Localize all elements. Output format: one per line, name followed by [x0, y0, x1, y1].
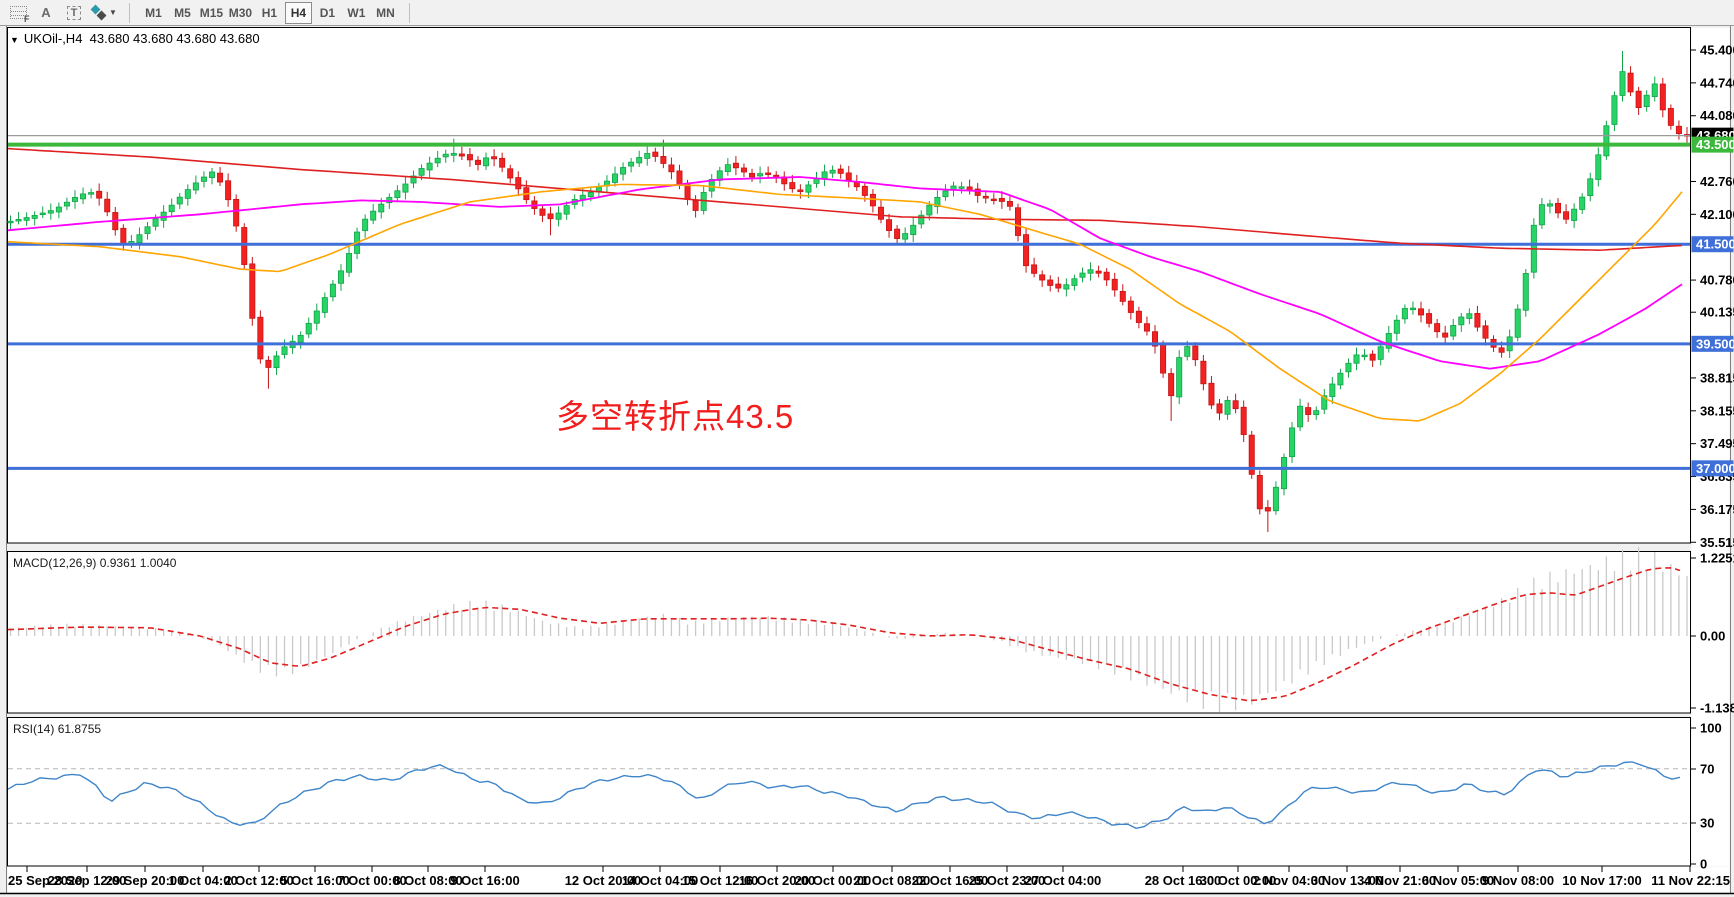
time-tick-label: 7 Oct 00:00: [337, 873, 406, 888]
object-toolbar: F A T ▼: [0, 0, 124, 26]
price-tick-label: 40.780: [1700, 273, 1734, 288]
main-chart-pane[interactable]: [7, 27, 1691, 544]
macd-histogram: [9, 547, 1688, 712]
time-tick-label: 9 Oct 16:00: [450, 873, 519, 888]
chart-title: ▼ UKOil-,H4 43.680 43.680 43.680 43.680: [10, 31, 260, 46]
macd-values: 0.9361 1.0040: [99, 556, 177, 570]
price-badge-41.500: 41.500: [1696, 237, 1734, 252]
toolbar: F A T ▼ M1 M5 M15 M30 H1 H4 D1 W1 MN: [0, 0, 1734, 26]
time-tick-label: 2 Nov 04:00: [1253, 873, 1325, 888]
time-tick-label: 29 Sep 20:00: [106, 873, 185, 888]
time-tick-label: 28 Oct 16:00: [1145, 873, 1222, 888]
time-tick-label: 8 Oct 08:00: [393, 873, 462, 888]
price-tick-label: 37.495: [1700, 436, 1734, 451]
rsi-axis-label: 100: [1700, 721, 1722, 736]
timeframe-button-M1[interactable]: M1: [145, 5, 162, 20]
price-tick-label: 40.135: [1700, 305, 1734, 320]
timeframe-button-W1[interactable]: W1: [347, 5, 366, 20]
text-box-icon: T: [66, 5, 82, 20]
macd-axis-label: 1.2251: [1700, 551, 1734, 566]
candlestick-series: [7, 50, 1690, 533]
rsi-axis-label: 0: [1700, 857, 1707, 872]
macd-indicator-label: MACD(12,26,9) 0.9361 1.0040: [13, 556, 177, 570]
price-badge-43.500: 43.500: [1696, 137, 1734, 152]
chevron-down-icon: ▼: [109, 8, 117, 17]
price-tick-label: 38.815: [1700, 370, 1734, 385]
time-tick-label: 21 Oct 08:00: [854, 873, 931, 888]
time-tick-label: 2 Oct 12:00: [224, 873, 293, 888]
time-tick-label: 15 Oct 12:00: [682, 873, 759, 888]
rsi-axis-label: 70: [1700, 762, 1714, 777]
rsi-axis-label: 30: [1700, 816, 1714, 831]
symbol-dropdown-icon[interactable]: ▼: [10, 35, 19, 45]
rsi-value: 61.8755: [57, 722, 102, 736]
toolbar-separator: [128, 2, 130, 23]
time-tick-label: 1 Oct 04:00: [168, 873, 237, 888]
price-tick-label: 44.740: [1700, 75, 1734, 90]
text-box-button[interactable]: T: [62, 2, 86, 24]
ma-magenta-line: [7, 176, 1683, 370]
time-tick-label: 27 Oct 04:00: [1025, 873, 1102, 888]
price-tick-label: 45.400: [1700, 43, 1734, 58]
timeframe-button-H4[interactable]: H4: [284, 1, 312, 24]
toolbar-separator: [408, 2, 410, 23]
timeframe-button-D1[interactable]: D1: [319, 5, 336, 20]
time-tick-label: 28 Sep 12:00: [48, 873, 127, 888]
time-tick-label: 20 Oct 00:00: [795, 873, 872, 888]
time-tick-label: 12 Oct 20:00: [565, 873, 642, 888]
timeframe-button-M30[interactable]: M30: [228, 5, 253, 20]
price-badge-37.000: 37.000: [1696, 461, 1734, 476]
time-tick-label: 25 Sep 2020: [8, 873, 82, 888]
timeframe-button-M15[interactable]: M15: [199, 5, 224, 20]
time-tick-label: 22 Oct 16:00: [912, 873, 989, 888]
time-tick-label: 4 Nov 21:00: [1364, 873, 1436, 888]
timeframe-toolbar: M1 M5 M15 M30 H1 H4 D1 W1 MN: [135, 0, 404, 26]
macd-signal-line: [7, 567, 1681, 702]
price-axis: 45.400 44.740 44.080 42.760 42.100 40.780 40.1…: [1690, 43, 1734, 550]
rsi-pane[interactable]: [7, 717, 1691, 867]
price-tick-label: 36.175: [1700, 502, 1734, 517]
macd-axis-label: 0.00: [1700, 629, 1725, 644]
price-tick-label: 35.515: [1700, 535, 1734, 550]
period-separators-button[interactable]: F: [6, 2, 30, 24]
price-tick-label: 44.080: [1700, 108, 1734, 123]
time-tick-label: 5 Oct 16:00: [280, 873, 349, 888]
time-tick-label: 16 Oct 20:00: [739, 873, 816, 888]
timeframe-button-M5[interactable]: M5: [174, 5, 191, 20]
time-tick-label: 9 Nov 08:00: [1482, 873, 1554, 888]
diamonds-icon: [90, 4, 107, 21]
macd-axis-label: -1.1383: [1700, 701, 1734, 716]
timeframe-button-H1[interactable]: H1: [261, 5, 278, 20]
price-tick-label: 42.760: [1700, 174, 1734, 189]
grid-icon: F: [9, 6, 30, 24]
price-badge-39.500: 39.500: [1696, 336, 1734, 351]
ohlc-values: 43.680 43.680 43.680 43.680: [89, 31, 260, 46]
rsi-indicator-label: RSI(14) 61.8755: [13, 722, 102, 736]
ma-red-line: [7, 147, 1683, 252]
time-tick-label: 14 Oct 04:00: [622, 873, 699, 888]
time-tick-label: 3 Nov 13:00: [1311, 873, 1383, 888]
indicator-axes: 1.2251 0.00 -1.1383 100 70 30 0: [1690, 551, 1734, 872]
time-tick-label: 25 Oct 23:00: [969, 873, 1046, 888]
timeframe-button-MN[interactable]: MN: [376, 5, 395, 20]
time-tick-label: 6 Nov 05:00: [1422, 873, 1494, 888]
chart-annotation-text: 多空转折点43.5: [556, 398, 795, 435]
time-tick-label: 11 Nov 22:15: [1651, 873, 1730, 888]
ma-orange-line: [7, 183, 1683, 422]
letter-a-icon: A: [41, 5, 51, 20]
symbol-period-label: UKOil-,H4: [23, 31, 83, 46]
rsi-line: [7, 761, 1681, 830]
time-tick-label: 30 Oct 00:00: [1200, 873, 1277, 888]
time-tick-label: 10 Nov 17:00: [1562, 873, 1642, 888]
objects-dropdown-button[interactable]: ▼: [90, 2, 118, 24]
text-label-button[interactable]: A: [34, 2, 58, 24]
price-tick-label: 42.100: [1700, 207, 1734, 222]
price-tick-label: 38.155: [1700, 403, 1734, 418]
